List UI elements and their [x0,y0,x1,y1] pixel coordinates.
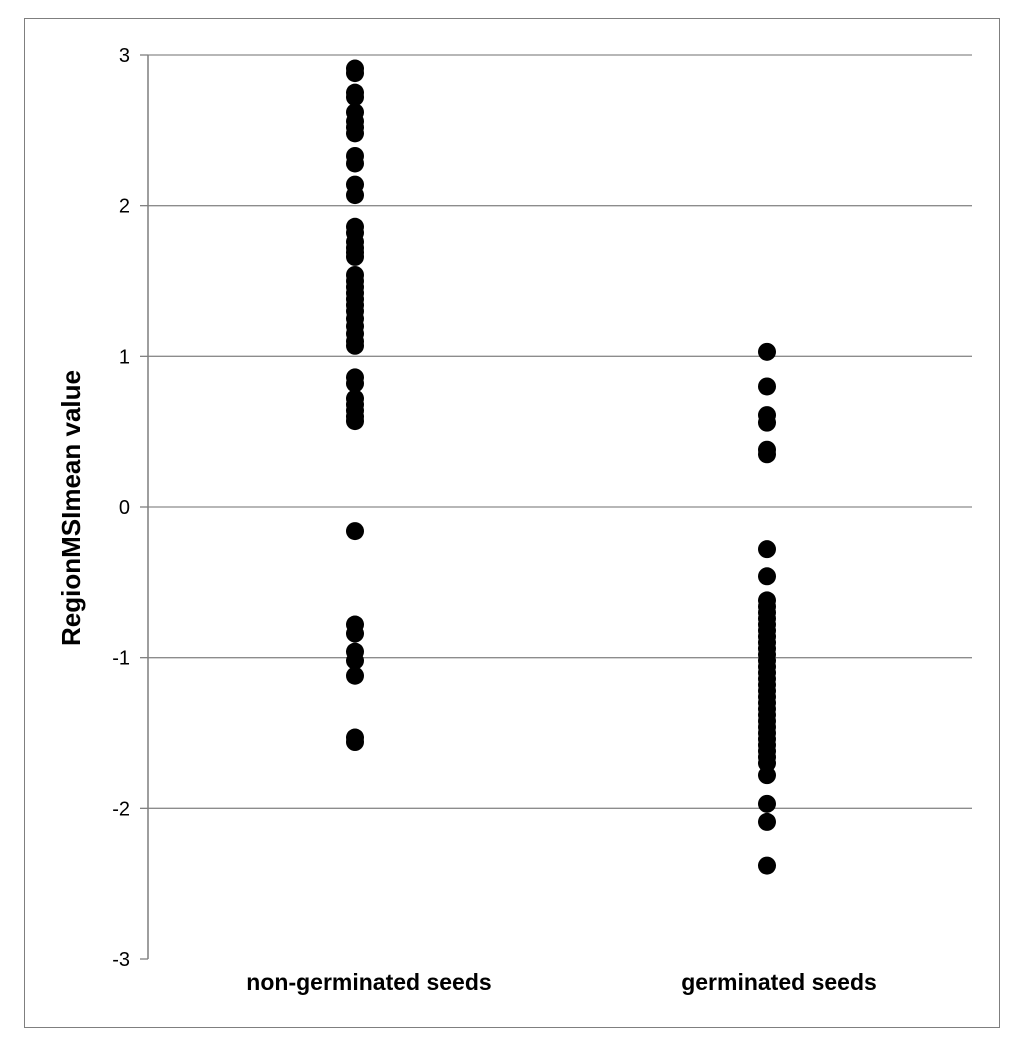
data-point [758,856,776,875]
data-point [346,124,364,143]
data-point [346,666,364,685]
data-point [758,413,776,432]
y-tick-label: -3 [112,949,130,971]
data-point [758,766,776,785]
data-point [346,374,364,393]
y-tick-label: -1 [112,648,130,670]
data-point [346,88,364,107]
data-points [346,59,776,875]
y-tick-labels: 3 2 1 0 -1 -2 -3 [112,45,130,971]
data-point [346,522,364,541]
y-tick-label: 1 [119,346,130,368]
data-point [758,342,776,361]
data-point [346,186,364,205]
y-axis-title: RegionMSImean value [56,370,86,646]
data-point [346,154,364,173]
data-point [758,445,776,464]
chart-frame [24,18,1000,1028]
y-tick-label: 0 [119,497,130,519]
data-point [346,336,364,355]
data-point [346,624,364,643]
data-point [758,540,776,559]
category-label-germinated: germinated seeds [681,969,877,995]
category-label-non-germinated: non-germinated seeds [246,969,491,995]
gridlines [140,54,972,960]
data-point [346,412,364,431]
category-labels: non-germinated seeds germinated seeds [246,969,876,995]
data-point [346,247,364,266]
y-tick-label: -2 [112,798,130,820]
data-point [758,794,776,813]
y-tick-label: 3 [119,45,130,67]
y-tick-label: 2 [119,196,130,218]
data-point [346,651,364,670]
data-point [346,64,364,83]
data-point [346,733,364,752]
data-point [758,812,776,831]
data-point [758,377,776,396]
data-point [758,567,776,586]
